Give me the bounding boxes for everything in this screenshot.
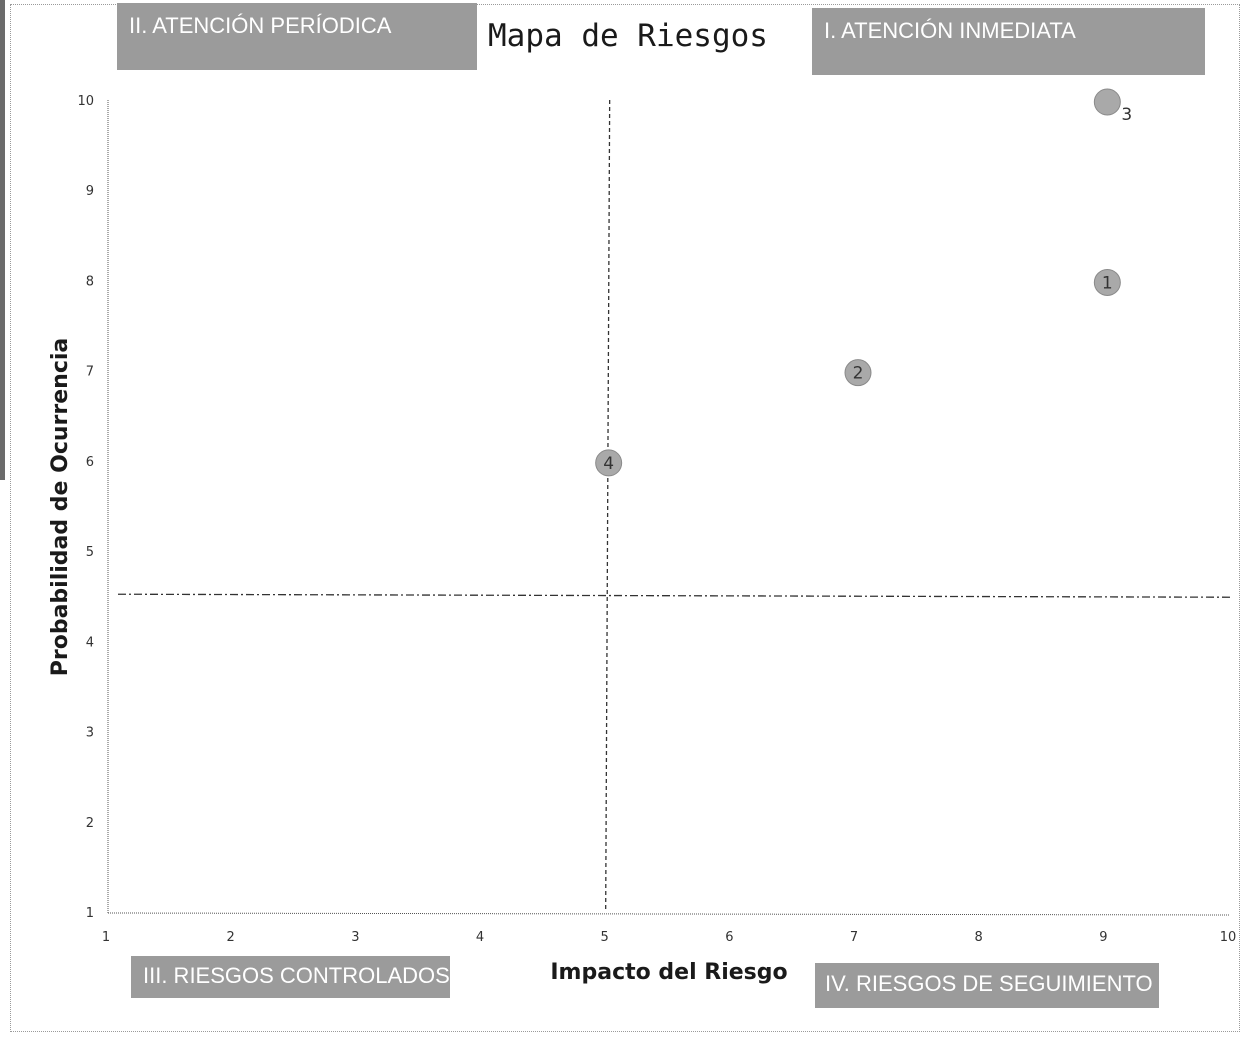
data-point-2 [844, 359, 872, 387]
y-tick-label: 7 [86, 365, 94, 380]
x-axis-line [107, 912, 1231, 916]
x-tick-label: 9 [1099, 930, 1107, 945]
threshold-line-vertical [605, 99, 611, 913]
y-tick-label: 6 [86, 455, 94, 470]
y-tick-label: 4 [86, 635, 94, 650]
x-axis-label: Impacto del Riesgo [550, 960, 787, 985]
x-tick-label: 2 [227, 930, 235, 945]
y-tick-label: 3 [86, 726, 94, 741]
y-axis-label: Probabilidad de Ocurrencia [48, 338, 73, 677]
y-tick-label: 10 [77, 94, 94, 109]
chart-title: Mapa de Riesgos [488, 18, 768, 54]
data-point-label-2: 2 [853, 364, 864, 384]
scan-edge-strip [0, 0, 5, 480]
x-tick-label: 4 [476, 930, 484, 945]
data-point-label-3: 3 [1121, 105, 1132, 125]
x-tick-label: 5 [601, 930, 609, 945]
y-tick-label: 5 [86, 545, 94, 560]
data-point-label-1: 1 [1102, 273, 1113, 293]
quadrant-label-bottom-left: III. RIESGOS CONTROLADOS [131, 956, 450, 998]
y-tick-label: 9 [86, 184, 94, 199]
page-frame [10, 4, 1240, 1032]
x-tick-label: 10 [1220, 930, 1237, 945]
y-tick-label: 1 [86, 906, 94, 921]
x-tick-label: 1 [102, 930, 110, 945]
data-point-4 [595, 449, 623, 477]
x-tick-label: 7 [850, 930, 858, 945]
quadrant-label-top-left: II. ATENCIÓN PERÍODICA [117, 3, 477, 70]
quadrant-label-bottom-right: IV. RIESGOS DE SEGUIMIENTO [815, 963, 1159, 1008]
data-point-1 [1093, 268, 1121, 296]
y-tick-label: 8 [86, 274, 94, 289]
data-point-3 [1093, 88, 1121, 116]
quadrant-label-top-right: I. ATENCIÓN INMEDIATA [812, 8, 1205, 75]
x-tick-label: 8 [975, 930, 983, 945]
x-tick-label: 3 [351, 930, 359, 945]
threshold-line-horizontal [117, 593, 1231, 598]
data-point-label-4: 4 [603, 454, 614, 474]
x-tick-label: 6 [725, 930, 733, 945]
y-tick-label: 2 [86, 816, 94, 831]
